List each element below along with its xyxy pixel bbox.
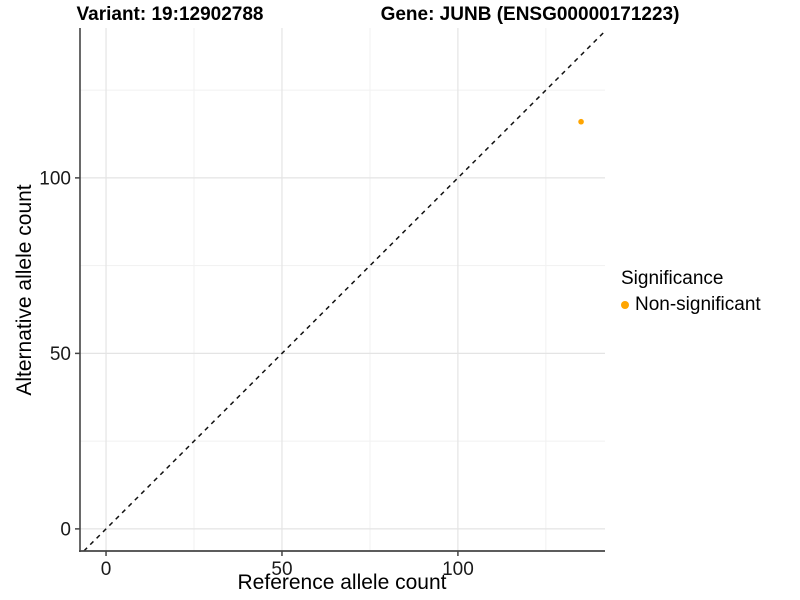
plot-title-variant: Variant: 19:12902788 (76, 4, 264, 25)
identity-dashed-line (83, 30, 606, 552)
legend-item: Non-significant (621, 294, 761, 316)
y-tick-label: 50 (50, 344, 71, 365)
legend-point-icon (621, 300, 629, 309)
y-axis-label: Alternative allele count (13, 184, 36, 396)
x-tick-label: 100 (442, 559, 474, 580)
plot-title-gene: Gene: JUNB (ENSG00000171223) (380, 4, 680, 25)
x-tick-label: 50 (271, 559, 292, 580)
y-tick-label: 0 (60, 519, 71, 540)
data-point (578, 118, 584, 125)
legend: Significance Non-significant (621, 268, 761, 316)
x-tick-label: 0 (101, 559, 112, 580)
y-tick-label: 100 (39, 168, 71, 189)
legend-item-label: Non-significant (635, 293, 761, 315)
x-axis-label: Reference allele count (237, 571, 447, 594)
legend-title: Significance (621, 268, 724, 289)
